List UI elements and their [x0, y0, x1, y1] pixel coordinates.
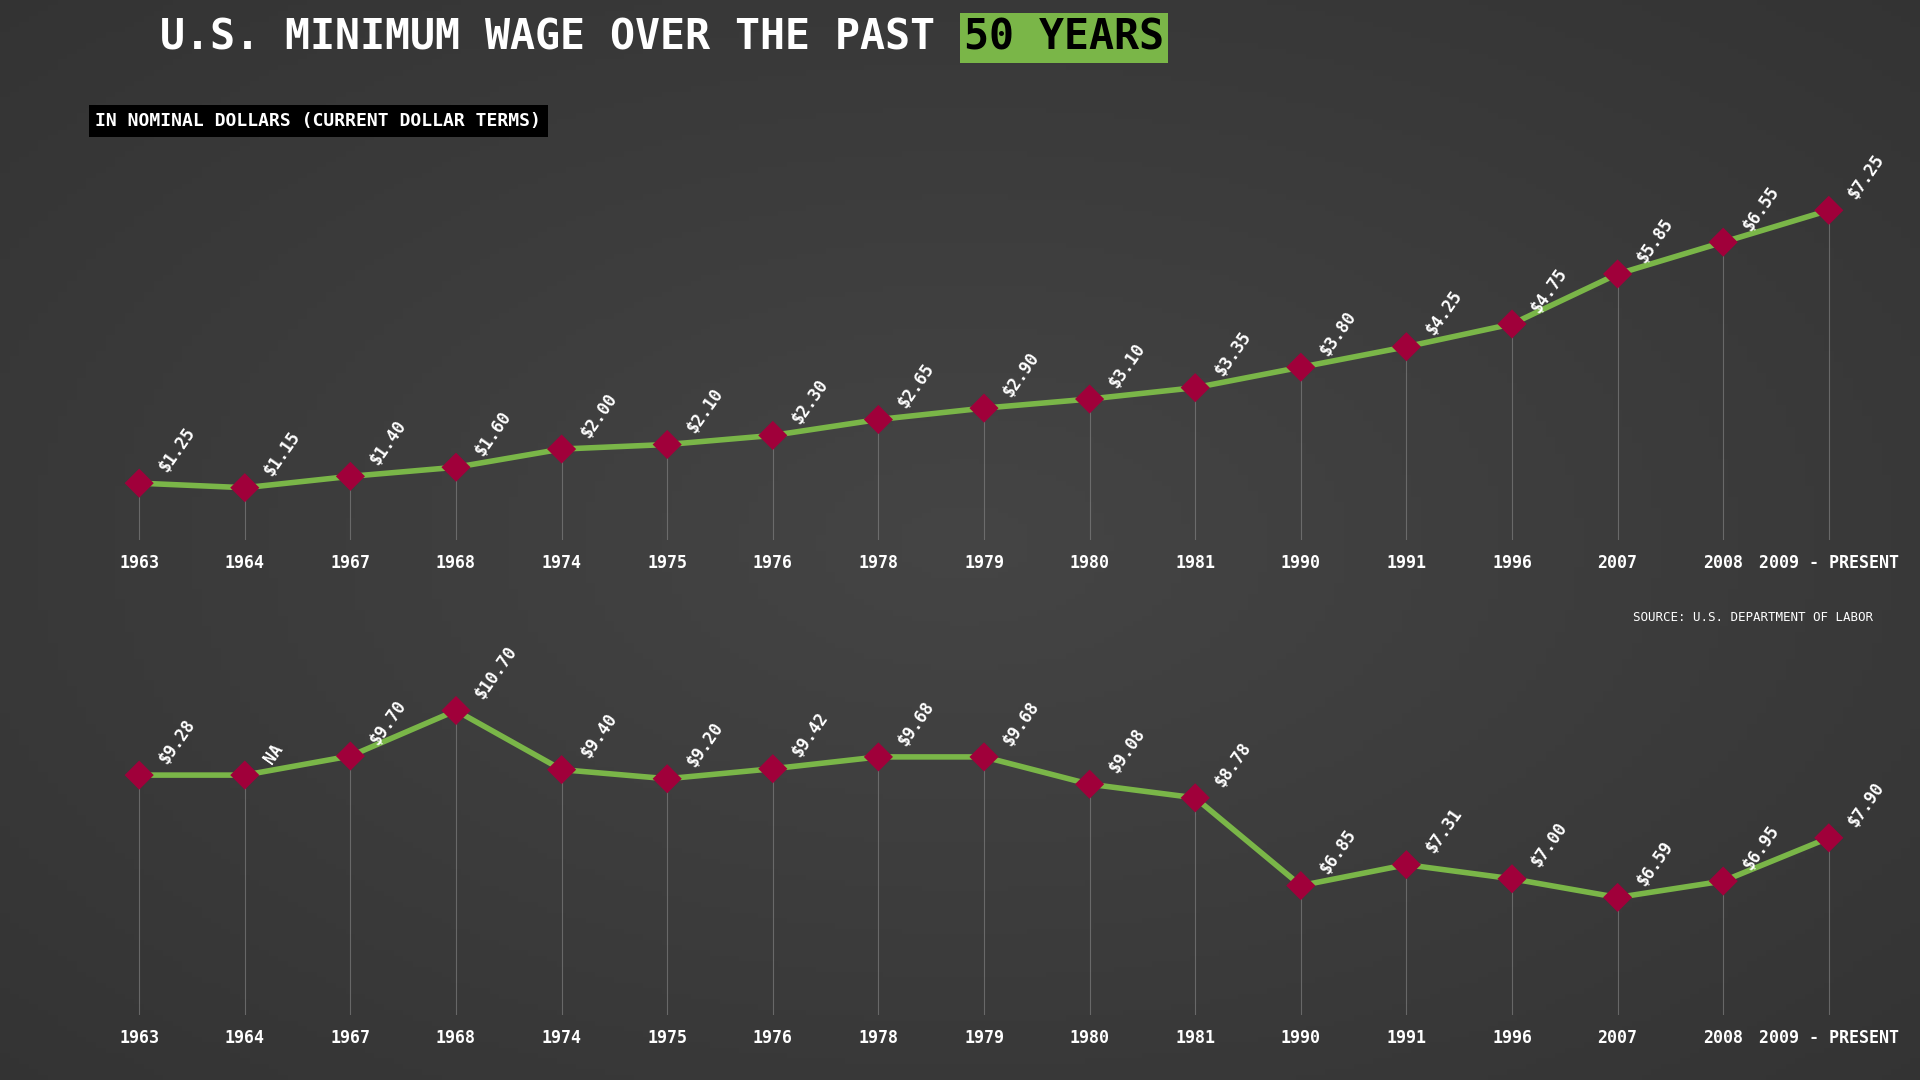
Text: $8.78: $8.78 [1212, 739, 1254, 789]
Point [862, 748, 893, 766]
Text: $9.68: $9.68 [1000, 698, 1043, 748]
Text: $7.25: $7.25 [1845, 151, 1887, 202]
Point [334, 747, 365, 765]
Point [1498, 315, 1528, 333]
Point [968, 748, 998, 766]
Text: $9.42: $9.42 [789, 710, 831, 760]
Text: $5.85: $5.85 [1634, 215, 1676, 266]
Point [230, 767, 261, 784]
Point [1709, 873, 1740, 890]
Text: $1.15: $1.15 [261, 429, 303, 480]
Text: 50 YEARS: 50 YEARS [964, 17, 1164, 58]
Point [230, 480, 261, 497]
Point [440, 702, 470, 719]
Text: $7.90: $7.90 [1845, 779, 1887, 829]
Point [862, 410, 893, 428]
Point [334, 468, 365, 485]
Text: $10.70: $10.70 [472, 643, 520, 702]
Text: $3.10: $3.10 [1106, 339, 1148, 391]
Text: $7.31: $7.31 [1423, 806, 1465, 856]
Text: $2.10: $2.10 [684, 386, 726, 436]
Text: $2.65: $2.65 [895, 360, 937, 411]
Point [1073, 775, 1104, 793]
Text: $6.95: $6.95 [1740, 822, 1782, 873]
Point [123, 767, 154, 784]
Point [1601, 266, 1632, 283]
Text: $7.00: $7.00 [1528, 820, 1571, 870]
Text: $1.25: $1.25 [156, 423, 198, 475]
Text: $9.08: $9.08 [1106, 725, 1148, 777]
Text: $6.85: $6.85 [1317, 826, 1359, 877]
Text: $9.20: $9.20 [684, 719, 726, 770]
Point [1286, 877, 1317, 894]
Point [756, 760, 787, 778]
Point [968, 400, 998, 417]
Point [1286, 359, 1317, 376]
Point [1179, 379, 1212, 396]
Text: $6.55: $6.55 [1740, 183, 1782, 234]
Point [756, 427, 787, 444]
Text: $3.80: $3.80 [1317, 308, 1359, 359]
Text: SOURCE: U.S. DEPARTMENT OF LABOR: SOURCE: U.S. DEPARTMENT OF LABOR [1632, 611, 1872, 624]
Text: NA: NA [261, 740, 286, 767]
Text: $2.30: $2.30 [789, 376, 831, 428]
Point [1179, 789, 1212, 807]
Point [545, 761, 576, 779]
Point [653, 770, 684, 787]
Text: $9.40: $9.40 [578, 711, 620, 761]
Text: $3.35: $3.35 [1212, 328, 1254, 379]
Point [123, 474, 154, 491]
Text: $9.70: $9.70 [367, 697, 409, 747]
Point [440, 459, 470, 476]
Point [1073, 390, 1104, 407]
Point [1812, 829, 1843, 847]
Point [653, 436, 684, 454]
Point [1601, 889, 1632, 906]
Point [1390, 856, 1421, 874]
Point [1812, 202, 1843, 219]
Text: $1.60: $1.60 [472, 408, 515, 459]
Text: $2.00: $2.00 [578, 390, 620, 441]
Text: $2.90: $2.90 [1000, 349, 1043, 400]
Text: IN NOMINAL DOLLARS (CURRENT DOLLAR TERMS): IN NOMINAL DOLLARS (CURRENT DOLLAR TERMS… [96, 112, 541, 131]
Text: $1.40: $1.40 [367, 417, 409, 468]
Point [1390, 338, 1421, 355]
Point [1709, 233, 1740, 251]
Text: $9.28: $9.28 [156, 716, 198, 767]
Text: $4.75: $4.75 [1528, 265, 1571, 315]
Point [1498, 870, 1528, 888]
Text: $6.59: $6.59 [1634, 838, 1676, 889]
Text: U.S. MINIMUM WAGE OVER THE PAST: U.S. MINIMUM WAGE OVER THE PAST [159, 17, 960, 58]
Text: $9.68: $9.68 [895, 698, 937, 748]
Text: $4.25: $4.25 [1423, 287, 1465, 338]
Point [545, 441, 576, 458]
